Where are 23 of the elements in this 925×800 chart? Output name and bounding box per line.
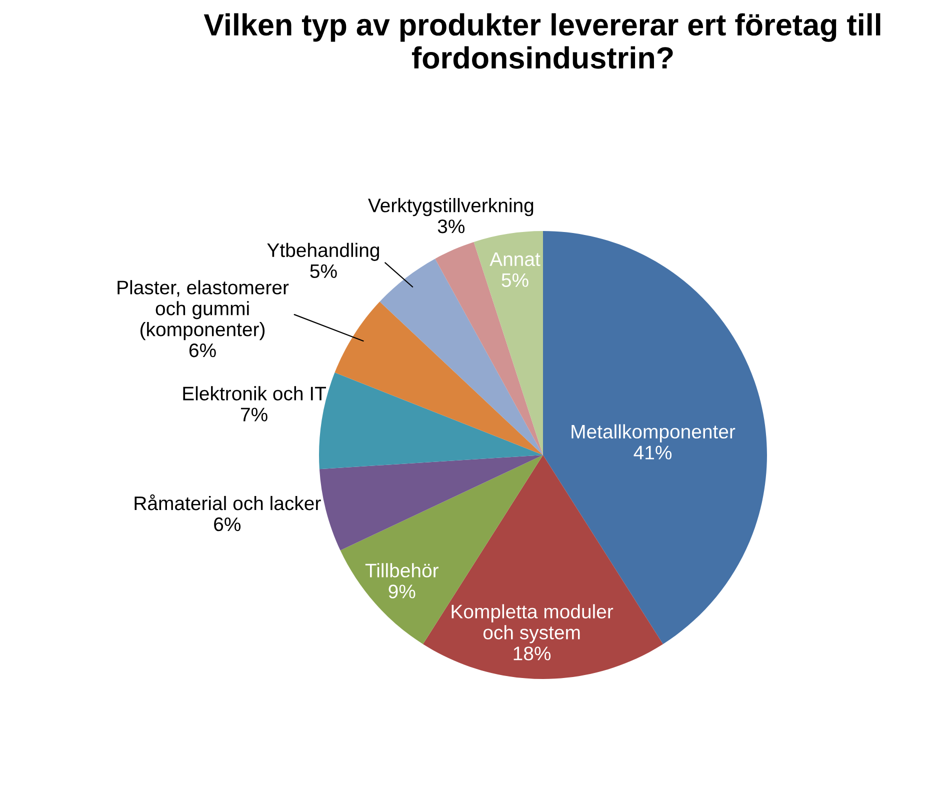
slice-label: Elektronik och IT (183, 386, 326, 400)
data-label: 3% (438, 219, 465, 234)
slice-label: Tillbehör (365, 563, 438, 578)
data-label: 18% (514, 646, 551, 660)
pie-slice (334, 302, 543, 455)
slice-label: Annat (490, 252, 540, 266)
slice-label: Verktygstillverkning (368, 198, 534, 216)
slice-label: Plaster, elastomerer och gummi (komponenter) (118, 280, 289, 340)
slice-label: Metallkomponenter (572, 424, 736, 442)
slice-label: Kompletta moduler och system (452, 604, 614, 644)
data-label: 9% (388, 584, 416, 598)
data-label: 7% (240, 408, 268, 422)
slice-label: Råmaterial och lacker (134, 494, 321, 510)
data-label: 5% (310, 264, 337, 278)
pie-slice (319, 455, 543, 550)
slice-label: Ytbehandling (267, 242, 379, 261)
pie-slice (474, 231, 543, 455)
data-label: 41% (634, 446, 672, 460)
data-label: 6% (214, 517, 241, 532)
chart-title: Vilken typ av produkter levererar ert företag till fordonsindustrin? (204, 13, 880, 69)
data-label: 5% (502, 273, 528, 288)
pie-slice (435, 242, 543, 455)
data-label: 6% (189, 343, 216, 358)
